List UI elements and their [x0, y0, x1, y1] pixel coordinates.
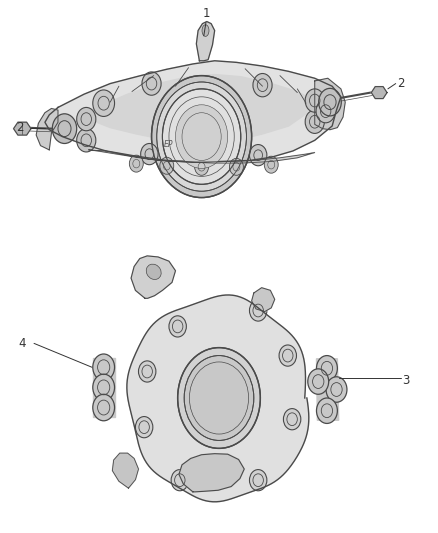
Polygon shape — [371, 87, 387, 99]
Circle shape — [52, 114, 77, 143]
Circle shape — [141, 143, 158, 165]
Polygon shape — [88, 150, 315, 163]
Circle shape — [184, 356, 254, 440]
Circle shape — [162, 89, 241, 184]
Polygon shape — [84, 75, 315, 143]
Circle shape — [194, 158, 208, 175]
Circle shape — [129, 155, 143, 172]
Circle shape — [171, 470, 188, 491]
Circle shape — [176, 105, 228, 168]
Text: 1: 1 — [202, 7, 210, 20]
Polygon shape — [14, 122, 31, 135]
Circle shape — [138, 361, 156, 382]
Circle shape — [77, 128, 96, 152]
Circle shape — [160, 157, 174, 174]
Circle shape — [93, 90, 115, 116]
Circle shape — [93, 394, 115, 421]
Circle shape — [253, 74, 272, 97]
Text: 4: 4 — [18, 337, 26, 350]
Circle shape — [142, 72, 161, 95]
Circle shape — [157, 82, 247, 191]
Circle shape — [317, 356, 337, 381]
Text: 2: 2 — [397, 77, 405, 90]
Polygon shape — [196, 21, 215, 61]
Circle shape — [283, 409, 301, 430]
Circle shape — [250, 470, 267, 491]
Ellipse shape — [146, 264, 161, 279]
Circle shape — [308, 369, 328, 394]
Circle shape — [152, 76, 252, 198]
Circle shape — [319, 88, 341, 116]
Polygon shape — [131, 256, 176, 298]
Circle shape — [250, 300, 267, 321]
Circle shape — [264, 156, 278, 173]
Circle shape — [279, 345, 297, 366]
Ellipse shape — [202, 25, 209, 36]
Circle shape — [305, 110, 324, 133]
Circle shape — [93, 374, 115, 401]
Text: EP: EP — [164, 140, 174, 149]
Circle shape — [77, 108, 96, 131]
Circle shape — [316, 100, 335, 123]
Text: 3: 3 — [402, 374, 409, 387]
Polygon shape — [113, 453, 138, 488]
Polygon shape — [36, 109, 58, 150]
Circle shape — [317, 398, 337, 423]
Polygon shape — [127, 295, 309, 502]
Polygon shape — [179, 454, 244, 492]
Circle shape — [326, 377, 347, 402]
Circle shape — [169, 316, 186, 337]
Circle shape — [230, 158, 244, 175]
Circle shape — [93, 354, 115, 381]
Polygon shape — [315, 78, 345, 130]
Circle shape — [305, 89, 324, 112]
Circle shape — [178, 348, 260, 448]
Text: 2: 2 — [16, 121, 23, 134]
Polygon shape — [93, 358, 115, 417]
Circle shape — [250, 144, 267, 166]
Polygon shape — [317, 359, 339, 420]
Circle shape — [135, 417, 153, 438]
Polygon shape — [45, 61, 341, 161]
Polygon shape — [252, 288, 275, 312]
